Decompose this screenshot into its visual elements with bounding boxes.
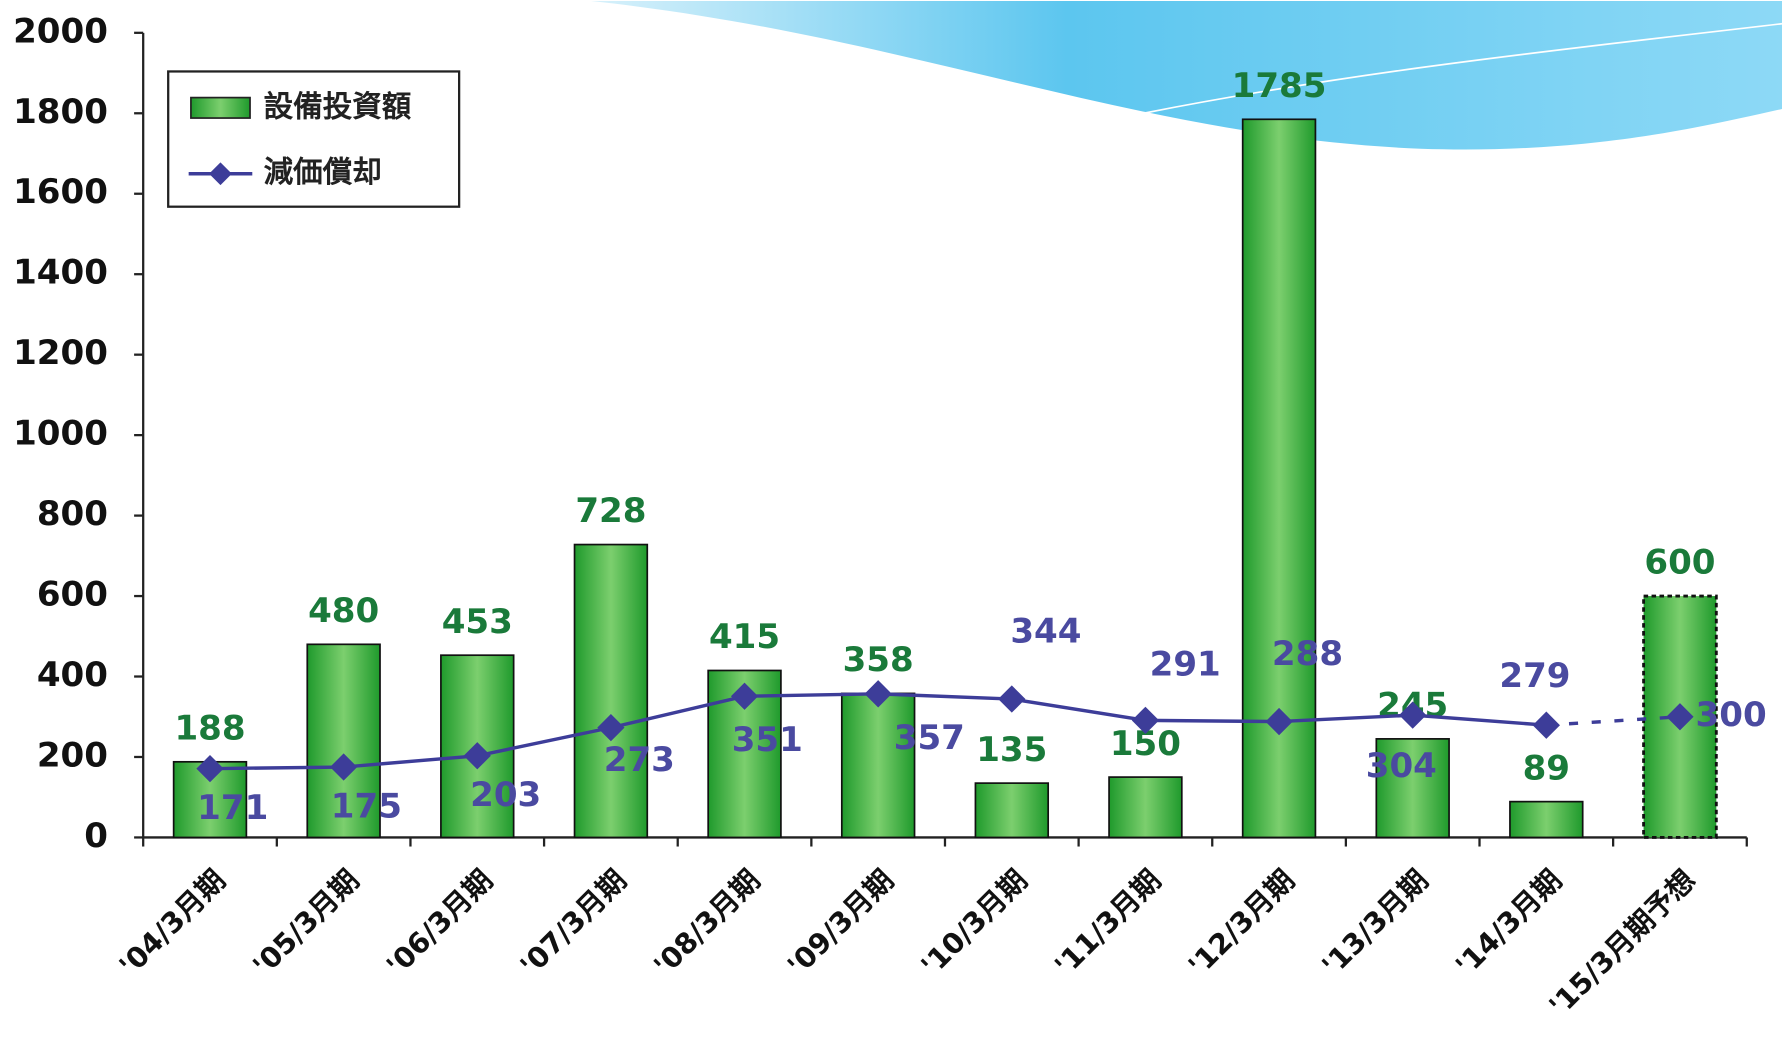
bar <box>1510 802 1583 838</box>
bar-value-label: 89 <box>1523 748 1570 788</box>
x-tick-label: '09/3月期 <box>781 863 900 982</box>
bar <box>842 693 915 837</box>
y-tick-label: 1800 <box>13 92 108 132</box>
line-value-label: 357 <box>894 718 965 758</box>
x-tick-label: '10/3月期 <box>915 863 1034 982</box>
x-tick-label: '05/3月期 <box>247 863 366 982</box>
bar <box>975 783 1048 837</box>
line-value-label: 203 <box>470 775 541 815</box>
bar-value-label: 358 <box>843 640 914 680</box>
bar <box>1109 777 1182 837</box>
y-tick-label: 400 <box>37 655 108 695</box>
legend-label: 設備投資額 <box>264 89 412 123</box>
x-tick-label: '04/3月期 <box>113 863 232 982</box>
bar <box>575 545 648 838</box>
bar-value-label: 1785 <box>1232 66 1327 106</box>
page: {"chart_data":{"type":"combo", "categori… <box>0 0 1782 1043</box>
line-value-label: 300 <box>1696 695 1767 735</box>
line-value-label: 175 <box>331 786 402 826</box>
line-value-label: 351 <box>732 720 803 760</box>
y-tick-label: 1000 <box>13 414 108 454</box>
y-tick-label: 600 <box>37 575 108 615</box>
bar-value-label: 453 <box>442 602 513 642</box>
line-value-label: 291 <box>1150 644 1221 684</box>
line-value-label: 171 <box>197 788 268 828</box>
x-tick-label: '08/3月期 <box>648 863 767 982</box>
line-value-label: 279 <box>1499 656 1570 696</box>
y-tick-label: 200 <box>37 735 108 775</box>
x-tick-label: '13/3月期 <box>1316 863 1435 982</box>
line-value-label: 304 <box>1366 746 1437 786</box>
line-value-label: 344 <box>1010 612 1081 652</box>
bar-value-label: 188 <box>174 708 245 748</box>
legend-bar-swatch <box>191 98 250 118</box>
x-tick-label: '11/3月期 <box>1048 863 1167 982</box>
bar-value-label: 600 <box>1644 543 1715 583</box>
bar-value-label: 480 <box>308 591 379 631</box>
y-tick-label: 1600 <box>13 172 108 212</box>
line-marker <box>998 685 1025 712</box>
wave-decoration <box>591 1 1782 149</box>
line-marker <box>1533 712 1560 739</box>
line-value-label: 273 <box>604 740 675 780</box>
x-tick-label: '14/3月期 <box>1449 863 1568 982</box>
bar-value-label: 135 <box>976 730 1047 770</box>
bar-value-label: 728 <box>575 491 646 531</box>
y-tick-label: 800 <box>37 494 108 534</box>
y-tick-label: 2000 <box>13 11 108 51</box>
x-tick-label: '06/3月期 <box>380 863 499 982</box>
y-tick-label: 1200 <box>13 333 108 373</box>
chart: 0 200 400 600 800 1000 1200 1400 1600 1800 2000 '04… <box>0 0 1782 1043</box>
bar-value-label: 415 <box>709 617 780 657</box>
legend-label: 減価償却 <box>264 155 382 189</box>
y-tick-label: 1400 <box>13 253 108 293</box>
x-tick-label: '07/3月期 <box>514 863 633 982</box>
x-tick-label: '12/3月期 <box>1182 863 1301 982</box>
line-value-label: 288 <box>1272 634 1343 674</box>
y-tick-label: 0 <box>84 816 108 856</box>
legend: 設備投資額 減価償却 <box>168 71 459 206</box>
